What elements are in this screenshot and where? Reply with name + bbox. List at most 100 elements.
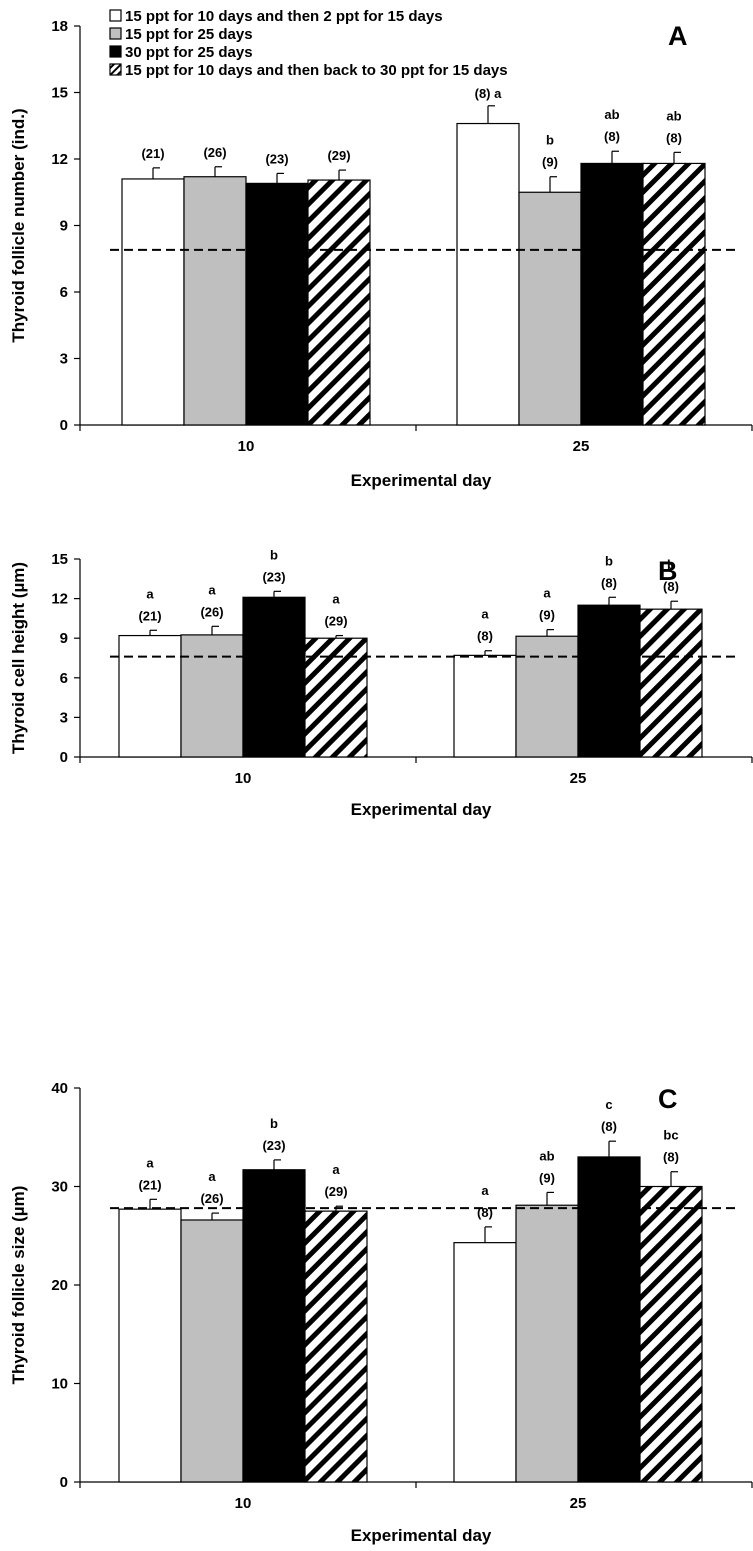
y-tick-label: 0 xyxy=(60,417,68,434)
x-tick-label: 25 xyxy=(573,438,590,455)
significance-letter: a xyxy=(146,1155,154,1170)
significance-letter: a xyxy=(146,586,154,601)
y-tick-label: 20 xyxy=(51,1277,68,1294)
bar xyxy=(118,1208,182,1483)
y-tick-label: 40 xyxy=(51,1080,68,1097)
sample-size-label: (21) xyxy=(138,1177,161,1192)
bar xyxy=(518,191,582,426)
significance-letter: bc xyxy=(663,1128,678,1143)
sample-size-label: (8) xyxy=(663,579,679,594)
bar xyxy=(577,604,641,758)
y-tick-label: 0 xyxy=(60,749,68,766)
y-axis-title: Thyroid follicle size (µm) xyxy=(9,1186,28,1385)
legend-label-0: 15 ppt for 10 days and then 2 ppt for 15… xyxy=(125,8,443,25)
bar xyxy=(639,1185,703,1483)
bar xyxy=(183,176,247,426)
significance-letter: a xyxy=(543,586,551,601)
legend-swatch-2 xyxy=(109,45,122,58)
bar xyxy=(453,1242,517,1483)
significance-letter: b xyxy=(667,557,675,572)
legend-swatch-1 xyxy=(109,27,122,40)
significance-letter: a xyxy=(332,1162,340,1177)
significance-letter: b xyxy=(270,547,278,562)
y-tick-label: 9 xyxy=(60,630,68,647)
sample-size-label: (8) xyxy=(601,1119,617,1134)
significance-letter: a xyxy=(208,1169,216,1184)
significance-letter: b xyxy=(605,553,613,568)
y-axis-title: Thyroid follicle number (ind.) xyxy=(9,108,28,342)
bar xyxy=(456,122,520,426)
sample-size-label: (21) xyxy=(138,608,161,623)
bar xyxy=(242,596,306,758)
significance-letter: b xyxy=(270,1116,278,1131)
y-tick-label: 12 xyxy=(51,591,68,608)
legend-label-3: 15 ppt for 10 days and then back to 30 p… xyxy=(125,62,508,79)
significance-letter: ab xyxy=(604,107,619,122)
bar xyxy=(639,608,703,758)
y-tick-label: 15 xyxy=(51,551,68,568)
x-tick-label: 25 xyxy=(570,1495,587,1512)
y-tick-label: 6 xyxy=(60,670,68,687)
y-tick-label: 3 xyxy=(60,709,68,726)
sample-size-label: (23) xyxy=(262,569,285,584)
x-tick-label: 10 xyxy=(235,1495,252,1512)
legend-item-2: 30 ppt for 25 days xyxy=(109,44,253,61)
significance-letter: a xyxy=(481,1183,489,1198)
legend-item-1: 15 ppt for 25 days xyxy=(109,26,253,43)
bar xyxy=(453,654,517,758)
y-tick-label: 10 xyxy=(51,1376,68,1393)
y-tick-label: 12 xyxy=(51,151,68,168)
legend-label-1: 15 ppt for 25 days xyxy=(125,26,253,43)
y-tick-label: 6 xyxy=(60,284,68,301)
bar xyxy=(121,178,185,426)
y-tick-label: 9 xyxy=(60,218,68,235)
sample-size-label: (29) xyxy=(324,1184,347,1199)
sample-size-label: (8) xyxy=(666,130,682,145)
significance-letter: ab xyxy=(666,108,681,123)
significance-letter: b xyxy=(546,133,554,148)
bar xyxy=(642,162,706,426)
bar xyxy=(180,634,244,758)
y-axis-title: Thyroid cell height (µm) xyxy=(9,562,28,754)
bar xyxy=(307,179,371,426)
bar xyxy=(580,162,644,426)
sample-size-label: (29) xyxy=(324,614,347,629)
significance-letter: ab xyxy=(539,1148,554,1163)
sample-size-label: (26) xyxy=(203,145,226,160)
panel-letter: C xyxy=(658,1084,678,1114)
panel-b: 0 3 6 9 12 15 (21) a (26) a (23) b (29) a 10 (8) a (9) a (8… xyxy=(9,547,753,819)
x-axis-title: Experimental day xyxy=(351,800,492,819)
significance-letter: a xyxy=(481,607,489,622)
x-axis-title: Experimental day xyxy=(351,471,492,490)
significance-letter: a xyxy=(208,582,216,597)
bar xyxy=(515,635,579,758)
sample-size-label: (9) xyxy=(539,608,555,623)
sample-size-label: (26) xyxy=(200,1191,223,1206)
sample-size-label: (23) xyxy=(262,1138,285,1153)
legend-item-3: 15 ppt for 10 days and then back to 30 p… xyxy=(109,62,508,79)
bar xyxy=(304,637,368,758)
x-axis-title: Experimental day xyxy=(351,1526,492,1545)
x-tick-label: 10 xyxy=(238,438,255,455)
sample-size-label: (9) xyxy=(542,155,558,170)
legend: 15 ppt for 10 days and then 2 ppt for 15… xyxy=(109,8,508,79)
y-tick-label: 18 xyxy=(51,18,68,35)
panel-a: 0 3 6 9 12 15 18 (21) (26) (23) (29) 10 (8) a (9) b (8)… xyxy=(9,18,753,490)
x-tick-label: 25 xyxy=(570,770,587,787)
sample-size-label: (9) xyxy=(539,1170,555,1185)
significance-letter: c xyxy=(605,1097,612,1112)
bar xyxy=(118,634,182,758)
bar xyxy=(242,1169,306,1483)
sample-size-label: (29) xyxy=(327,148,350,163)
panel-letter: A xyxy=(668,21,688,51)
sample-size-label: (8) xyxy=(663,1150,679,1165)
legend-swatch-3 xyxy=(109,63,122,76)
bar xyxy=(577,1156,641,1483)
sample-size-label: (26) xyxy=(200,604,223,619)
sample-size-label: (8) xyxy=(601,575,617,590)
legend-swatch-0 xyxy=(109,9,122,22)
x-tick-label: 10 xyxy=(235,770,252,787)
sample-size-label: (21) xyxy=(141,146,164,161)
bar xyxy=(515,1204,579,1483)
